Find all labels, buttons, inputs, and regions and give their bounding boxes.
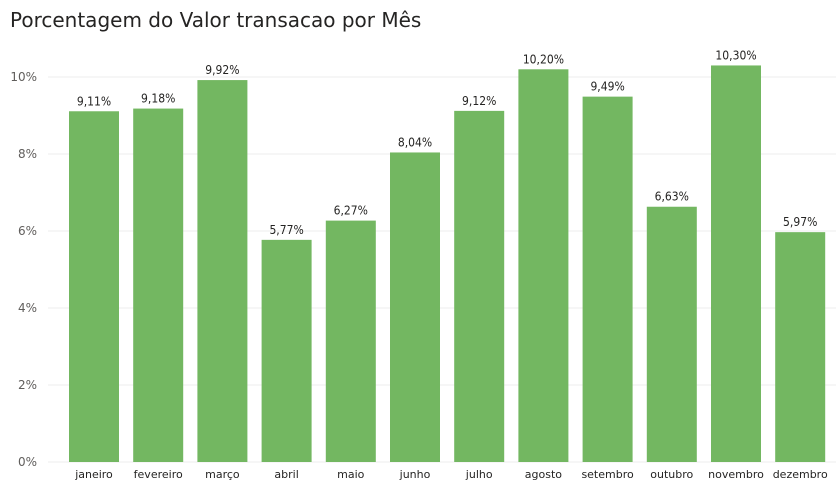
y-tick-label: 6%	[18, 224, 37, 238]
data-label: 6,27%	[334, 204, 368, 218]
y-tick-label: 10%	[10, 70, 37, 84]
bar-março[interactable]	[197, 80, 248, 462]
bar-junho[interactable]	[390, 152, 440, 462]
x-tick-label: abril	[274, 468, 298, 481]
bar-maio[interactable]	[325, 220, 376, 462]
x-tick-label: novembro	[708, 468, 764, 481]
data-label: 8,04%	[398, 135, 432, 149]
bar-janeiro[interactable]	[69, 111, 119, 462]
x-tick-label: fevereiro	[134, 468, 183, 481]
data-label: 6,63%	[655, 190, 689, 204]
bar-novembro[interactable]	[711, 65, 761, 462]
data-label: 9,12%	[462, 94, 496, 108]
data-label: 10,20%	[523, 52, 564, 66]
data-label: 5,77%	[269, 223, 303, 237]
bar-setembro[interactable]	[582, 96, 633, 462]
x-tick-label: julho	[465, 468, 493, 481]
bar-julho[interactable]	[454, 110, 505, 462]
x-tick-label: janeiro	[74, 468, 113, 481]
x-tick-label: maio	[337, 468, 365, 481]
x-tick-label: outubro	[650, 468, 693, 481]
bar-dezembro[interactable]	[775, 232, 826, 462]
y-tick-label: 2%	[18, 378, 37, 392]
bar-outubro[interactable]	[646, 206, 697, 462]
data-label: 9,18%	[141, 92, 175, 106]
data-label: 5,97%	[783, 215, 817, 229]
x-axis-ticks: janeiro fevereiro março abril maio junho julho…	[74, 468, 828, 481]
data-label: 9,49%	[590, 80, 624, 94]
y-tick-label: 4%	[18, 301, 37, 315]
bar-abril[interactable]	[261, 239, 312, 462]
bar-fevereiro[interactable]	[133, 108, 184, 462]
x-tick-label: junho	[399, 468, 431, 481]
y-tick-label: 0%	[18, 455, 37, 469]
x-tick-label: agosto	[525, 468, 562, 481]
data-labels: 9,11% 9,18% 9,92% 5,77% 6,27% 8,04% 9,12% 10,20…	[77, 48, 817, 236]
bar-agosto[interactable]	[518, 69, 569, 463]
x-tick-label: março	[205, 468, 240, 481]
data-label: 9,11%	[77, 94, 111, 108]
bars	[69, 65, 826, 463]
y-axis-ticks: 0% 2% 4% 6% 8% 10%	[10, 70, 37, 469]
data-label: 9,92%	[205, 63, 239, 77]
x-tick-label: dezembro	[773, 468, 828, 481]
data-label: 10,30%	[715, 48, 756, 62]
x-tick-label: setembro	[581, 468, 634, 481]
y-tick-label: 8%	[18, 147, 37, 161]
chart-title: Porcentagem do Valor transacao por Mês	[10, 8, 422, 32]
